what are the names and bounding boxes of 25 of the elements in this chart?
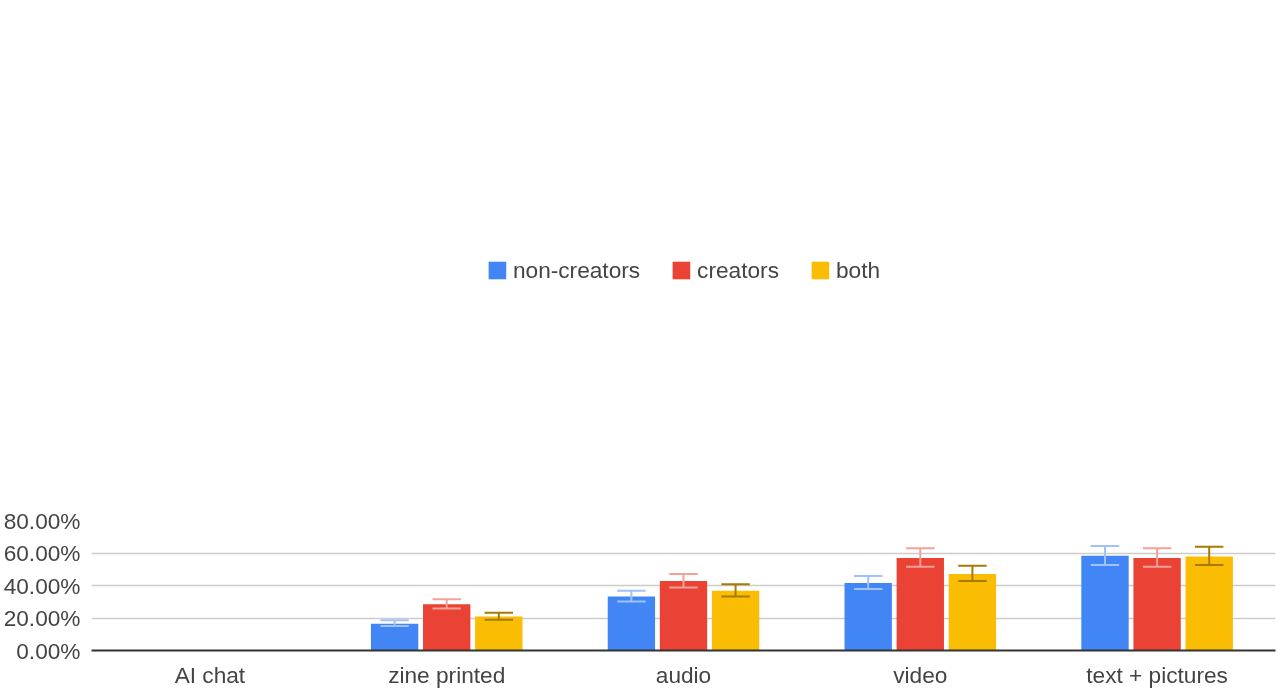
bar: [948, 573, 997, 651]
x-tick-label: AI chat: [174, 661, 246, 688]
legend-label: non-creators: [512, 256, 641, 284]
x-tick-label: text + pictures: [1086, 661, 1228, 688]
legend-label: creators: [697, 256, 779, 284]
bar: [844, 583, 892, 651]
bar: [423, 604, 471, 651]
bar: [896, 558, 944, 651]
x-tick-label: audio: [655, 661, 712, 688]
y-tick-label: 60.00%: [3, 540, 81, 566]
x-tick-label: zine printed: [388, 661, 506, 688]
bar: [659, 580, 708, 651]
y-tick-label: 0.00%: [16, 637, 81, 664]
legend-label: both: [835, 256, 881, 284]
y-tick-label: 80.00%: [3, 507, 81, 534]
bar: [1185, 556, 1233, 651]
bar: [370, 623, 419, 651]
y-tick-label: 40.00%: [3, 572, 81, 599]
bar: [475, 616, 523, 651]
bar: [607, 596, 656, 651]
bar: [1133, 558, 1181, 651]
bar: [1081, 555, 1129, 651]
y-tick-label: 20.00%: [3, 605, 81, 631]
x-tick-label: video: [893, 661, 948, 688]
bar: [711, 590, 760, 651]
